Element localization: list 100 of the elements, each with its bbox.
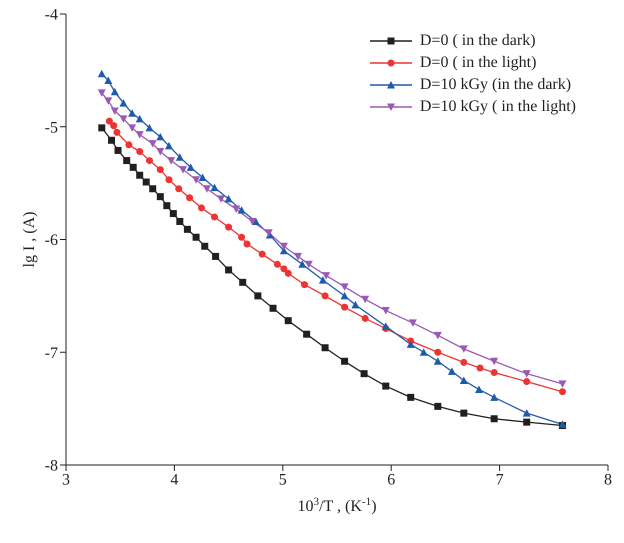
point [420,348,428,356]
point [238,234,246,241]
point [156,132,164,140]
point [382,307,390,315]
point [136,131,144,139]
y-tick-label: -6 [44,232,58,250]
point [341,304,348,311]
point [322,272,330,280]
point [239,278,246,286]
point [522,370,531,378]
point [125,141,132,148]
point [136,172,144,179]
point [110,122,118,130]
point [361,296,370,304]
y-tick-label: -4 [44,6,58,24]
point [98,124,106,132]
point [434,402,442,410]
point [156,193,164,200]
point [248,218,256,226]
point [382,322,390,330]
point [110,107,119,115]
point [284,270,292,277]
point [128,109,136,117]
point [164,142,173,150]
point [274,260,281,268]
point [179,166,188,174]
x-tick-label: 7 [496,471,504,488]
point [165,176,172,184]
point [136,114,144,122]
point [322,344,329,352]
point [522,409,531,417]
legend-label: D=0 ( in the dark) [420,32,536,50]
point [258,250,266,258]
point [341,358,348,365]
x-tick-label: 8 [604,471,612,488]
point [408,319,417,327]
y-axis-title: lg I , (A) [21,212,38,268]
point [244,240,251,248]
point [475,385,484,393]
point [523,418,530,426]
point [210,184,219,192]
point [298,260,306,268]
x-tick-label: 5 [278,471,287,488]
point [225,224,232,231]
point [490,369,498,376]
point [382,382,390,390]
point [106,118,113,125]
point [490,393,498,401]
point [340,283,349,291]
point [104,97,112,105]
point [270,304,277,312]
point [175,185,182,192]
y-tick-label: -8 [44,458,58,475]
point [114,146,122,154]
point [176,218,184,225]
point [156,148,164,156]
point [217,195,226,203]
point [128,124,136,132]
point [148,140,157,148]
point [163,202,170,210]
point [304,260,313,268]
point [136,148,144,156]
x-tick-label: 4 [170,471,178,488]
point [119,99,128,107]
point [156,166,164,174]
point [476,364,484,372]
point [340,292,349,300]
point [119,115,128,123]
point [280,265,288,272]
point [198,173,207,181]
point [167,157,176,165]
point [406,340,415,348]
point [558,388,566,396]
point [523,378,530,386]
point [146,157,153,164]
point [98,89,106,97]
point [460,345,468,353]
point [322,292,329,300]
x-tick-label: 6 [387,471,396,488]
point [184,226,191,233]
point [149,185,156,192]
point [351,300,360,308]
point [558,380,566,388]
x-tick-label: 3 [62,471,70,488]
point [130,164,137,171]
point [318,276,327,284]
point [360,370,368,378]
point [362,314,369,322]
legend-label: D=10 kGy ( in the light) [420,98,576,116]
point [98,70,106,78]
point [142,178,150,186]
point [212,252,220,260]
point [110,88,119,96]
point [201,242,208,250]
point [490,358,498,366]
point [407,394,414,401]
point [460,358,468,366]
point [104,76,112,84]
point [123,157,130,164]
point [434,332,442,340]
